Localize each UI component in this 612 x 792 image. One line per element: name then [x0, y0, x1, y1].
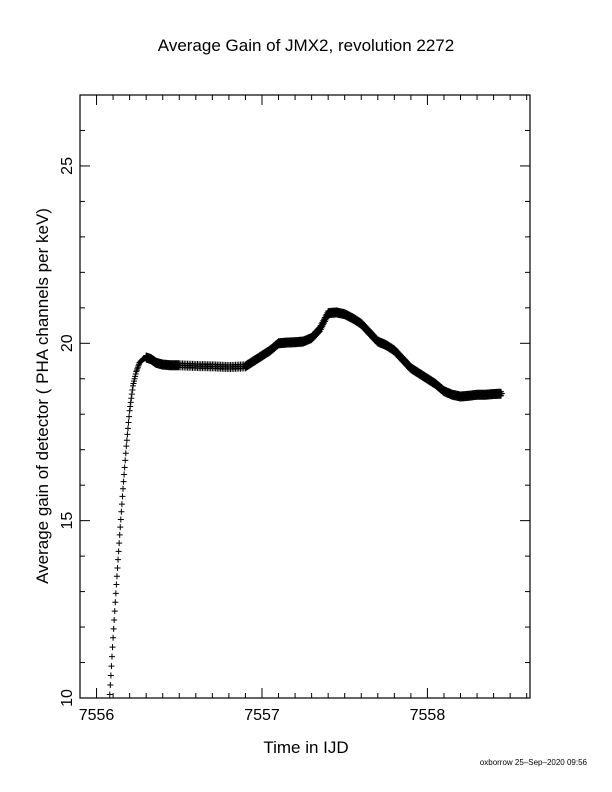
data-point — [112, 599, 119, 606]
y-axis-label: Average gain of detector ( PHA channels … — [33, 208, 52, 584]
data-point — [111, 616, 118, 623]
data-point — [125, 419, 132, 426]
data-points — [106, 307, 505, 698]
data-point — [112, 590, 119, 597]
data-point — [111, 608, 118, 615]
data-point — [126, 407, 133, 414]
footer-credit: oxborrow 25–Sep–2020 09:56 — [479, 758, 587, 767]
x-tick-label: 7558 — [410, 707, 446, 724]
axis-ticks — [79, 94, 530, 699]
data-point — [129, 386, 136, 393]
data-point — [133, 367, 140, 374]
data-point — [108, 663, 115, 670]
data-point — [128, 391, 135, 398]
plot-frame — [79, 94, 531, 699]
data-point — [110, 625, 117, 632]
data-point — [109, 644, 116, 651]
x-tick-label: 7556 — [79, 707, 115, 724]
data-point — [108, 653, 115, 660]
x-axis-label: Time in IJD — [263, 738, 349, 757]
data-point — [498, 390, 505, 397]
data-point — [135, 362, 142, 369]
data-point — [116, 531, 123, 538]
data-point — [117, 524, 124, 531]
y-tick-label: 25 — [59, 157, 76, 175]
data-point — [115, 556, 122, 563]
data-point — [121, 471, 128, 478]
y-tick-label: 15 — [59, 512, 76, 530]
y-tick-label: 20 — [59, 334, 76, 352]
y-tick-label: 10 — [59, 689, 76, 707]
x-tick-label: 7557 — [244, 707, 280, 724]
data-point — [114, 564, 121, 571]
chart-title: Average Gain of JMX2, revolution 2272 — [157, 36, 455, 55]
data-point — [123, 443, 130, 450]
data-point — [124, 431, 131, 438]
data-point — [133, 368, 140, 375]
data-point — [122, 450, 129, 457]
data-point — [118, 501, 125, 508]
data-point — [117, 516, 124, 523]
data-point — [122, 457, 129, 464]
data-point — [127, 399, 134, 406]
data-point — [107, 681, 114, 688]
data-point — [106, 691, 113, 698]
data-point — [118, 508, 125, 515]
data-point — [126, 413, 133, 420]
data-point — [107, 672, 114, 679]
data-point — [115, 548, 122, 555]
data-point — [124, 425, 131, 432]
data-point — [113, 573, 120, 580]
data-point — [120, 478, 127, 485]
data-point — [121, 464, 128, 471]
data-point — [134, 364, 141, 371]
data-point — [134, 365, 141, 372]
tick-labels: 10 15 20 25 7556 7557 7558 — [59, 157, 445, 724]
data-point — [113, 581, 120, 588]
data-point — [128, 395, 135, 402]
data-point — [116, 540, 123, 547]
data-point — [123, 437, 130, 444]
data-point — [120, 485, 127, 492]
data-point — [127, 403, 134, 410]
data-point — [110, 634, 117, 641]
data-point — [119, 493, 126, 500]
